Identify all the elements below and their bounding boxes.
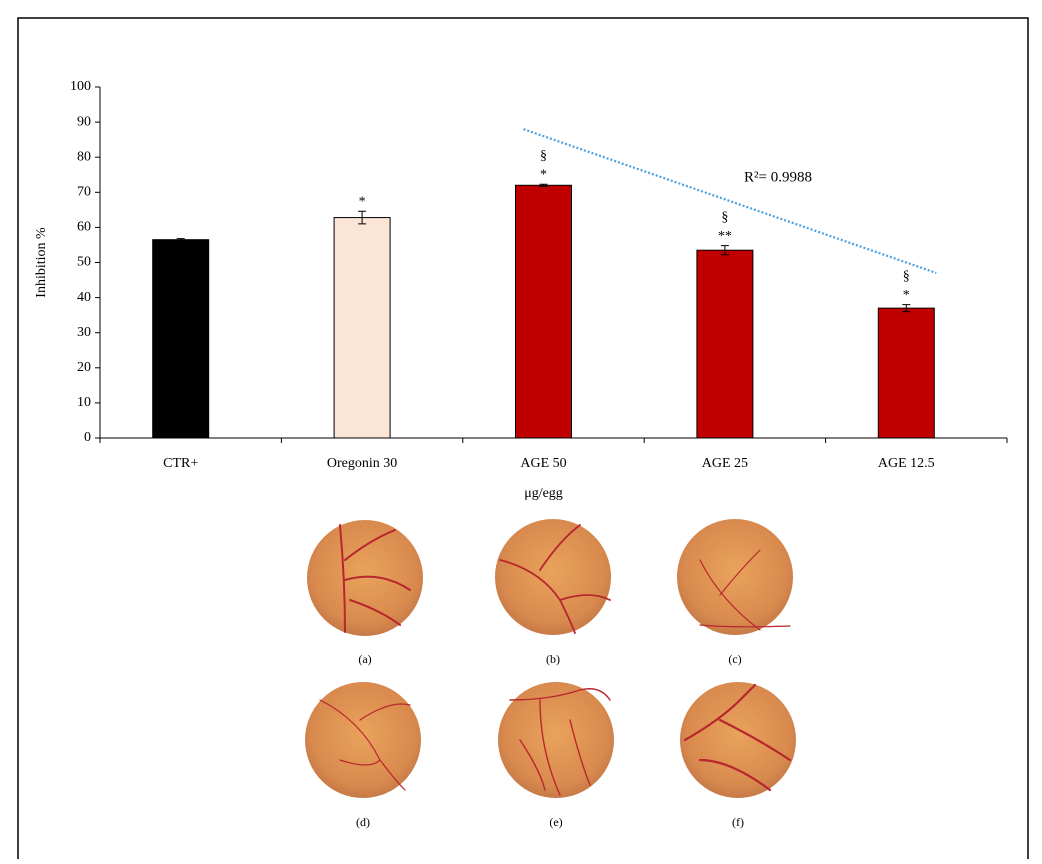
significance-marker: *: [359, 194, 366, 209]
y-axis-label: Inhibition %: [34, 227, 49, 298]
photo-f: [680, 682, 796, 798]
x-tick-label: AGE 12.5: [878, 456, 935, 471]
y-tick-label: 50: [77, 255, 91, 270]
section-marker: §: [721, 210, 728, 225]
bar: [334, 218, 390, 438]
trendline-label: R²= 0.9988: [744, 169, 812, 185]
x-tick-label: CTR+: [163, 456, 198, 471]
significance-marker: **: [718, 229, 732, 244]
panel-caption: (b): [546, 652, 560, 666]
y-tick-label: 20: [77, 360, 91, 375]
x-tick-label: AGE 25: [702, 456, 748, 471]
panel-caption: (d): [356, 815, 370, 829]
x-tick-label: AGE 50: [520, 456, 566, 471]
y-tick-label: 90: [77, 114, 91, 129]
y-tick-label: 10: [77, 395, 91, 410]
y-tick-label: 0: [84, 430, 91, 445]
significance-marker: *: [903, 288, 910, 303]
y-tick-label: 40: [77, 290, 91, 305]
photo-c: [677, 519, 793, 635]
panel-caption: (c): [728, 652, 741, 666]
photo-a: [307, 520, 423, 636]
bar: [697, 250, 753, 438]
section-marker: §: [903, 269, 910, 284]
y-tick-label: 60: [77, 220, 91, 235]
bar: [878, 308, 934, 438]
section-marker: §: [540, 148, 547, 163]
panel-caption: (f): [732, 815, 744, 829]
y-tick-label: 70: [77, 185, 91, 200]
figure: 0 10 20 30 40 50 60 70 80 90 100 Inhibition % μg/egg…: [0, 0, 1042, 859]
photo-d: [305, 682, 421, 798]
y-tick-label: 80: [77, 149, 91, 164]
bar: [153, 240, 209, 438]
x-tick-label: Oregonin 30: [327, 456, 397, 471]
y-tick-label: 30: [77, 325, 91, 340]
photo-e: [498, 682, 614, 798]
x-axis-label: μg/egg: [524, 486, 563, 501]
bar: [516, 185, 572, 438]
photo-b: [495, 519, 611, 635]
y-tick-label: 100: [70, 79, 91, 94]
panel-caption: (a): [358, 652, 371, 666]
significance-marker: *: [540, 167, 547, 182]
panel-caption: (e): [549, 815, 562, 829]
